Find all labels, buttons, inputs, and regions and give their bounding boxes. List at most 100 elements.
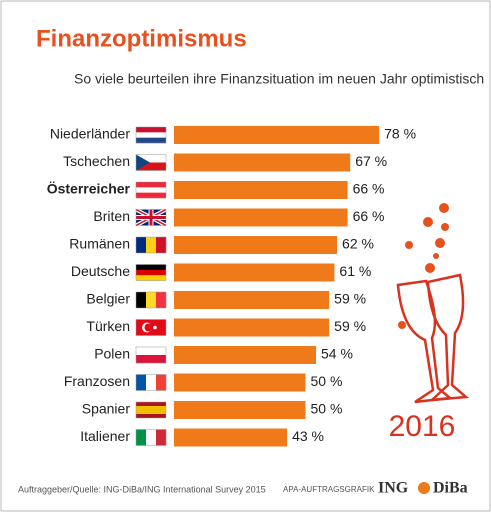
category-label: Österreicher [47, 181, 131, 197]
credit: APA-AUFTRAGSGRAFIK [283, 485, 375, 494]
bar [174, 346, 317, 364]
category-label: Briten [93, 208, 130, 224]
flag [135, 346, 167, 364]
flag-stripe [146, 374, 157, 391]
flag-cross [136, 209, 166, 226]
value-label: 59 % [334, 291, 366, 307]
flag [135, 154, 167, 171]
value-label: 50 % [311, 401, 343, 417]
bar [174, 318, 330, 337]
flag [135, 126, 167, 144]
flag-stripe [156, 292, 167, 308]
flag-stripe [146, 292, 157, 308]
category-label: Tschechen [63, 153, 130, 169]
flag [135, 236, 167, 254]
category-label: Franzosen [64, 373, 130, 389]
value-label: 61 % [339, 263, 371, 279]
flag-triangle [136, 154, 150, 171]
flag-border [135, 236, 167, 254]
bar [174, 208, 348, 227]
flag [135, 207, 167, 228]
flag-border [135, 154, 167, 171]
flag-border [135, 374, 167, 391]
flag-stripe [156, 374, 167, 391]
year-label: 2016 [389, 410, 456, 443]
flag-stripe [156, 237, 167, 253]
flag-stripe [136, 132, 166, 138]
flag-stripe [136, 264, 166, 271]
flag-border [135, 346, 167, 364]
flag-stripe [136, 275, 166, 281]
flag-stripe [136, 182, 166, 188]
category-label: Niederländer [50, 126, 130, 142]
category-label: Belgier [86, 291, 130, 307]
flag-crescent [144, 323, 153, 332]
category-label: Spanier [82, 401, 131, 417]
bar [174, 401, 306, 419]
source: Auftraggeber/Quelle: ING-DiBa/ING Intern… [18, 484, 266, 494]
flag-stripe [136, 162, 166, 171]
flag [135, 319, 167, 336]
flag-border [135, 291, 167, 309]
value-label: 78 % [384, 126, 416, 142]
flag-stripe [136, 374, 147, 391]
flag-star [153, 325, 157, 330]
category-label: Italiener [80, 428, 130, 444]
flag-border [135, 401, 167, 419]
flag-stripe [146, 429, 157, 446]
value-label: 50 % [311, 373, 343, 389]
flag-stripe [136, 429, 147, 446]
flag-stripe [136, 237, 147, 253]
flag-border [135, 209, 167, 226]
bubbles [398, 203, 449, 329]
bar [174, 263, 335, 282]
value-label: 67 % [355, 153, 387, 169]
category-label: Türken [86, 318, 130, 334]
chart-title: Finanzoptimismus [36, 25, 247, 52]
value-label: 43 % [292, 428, 324, 444]
category-label: Deutsche [71, 263, 130, 279]
flag [135, 401, 167, 419]
flag-stripe [136, 127, 166, 133]
flag-border [135, 319, 167, 336]
flag-border [135, 264, 167, 281]
flag-stripe [136, 406, 166, 414]
flag [135, 264, 167, 281]
bar [174, 428, 288, 447]
chart-subtitle: So viele beurteilen ihre Finanzsituation… [74, 71, 484, 87]
flag [135, 291, 167, 309]
bar [174, 373, 306, 392]
flag-stripe [136, 269, 166, 276]
bar [174, 236, 338, 254]
flag-stripe [146, 237, 157, 253]
flag-border [135, 429, 167, 446]
value-label: 54 % [321, 346, 353, 362]
flag-stripe [136, 192, 166, 199]
logo-lion [418, 482, 430, 494]
bar [174, 181, 348, 199]
flag-border [135, 126, 167, 144]
flag-border [135, 181, 167, 199]
logo-ing: ING [378, 480, 409, 497]
bar [174, 153, 351, 172]
flag [135, 429, 167, 446]
value-label: 62 % [342, 236, 374, 252]
flag-stripe [136, 187, 166, 193]
flag-stripe [156, 429, 167, 446]
flag [135, 374, 167, 391]
bar [174, 126, 380, 144]
logo-diba: DiBa [433, 480, 468, 497]
flag-stripe [136, 137, 166, 144]
value-label: 59 % [334, 318, 366, 334]
flag-stripe [136, 292, 147, 308]
value-label: 66 % [353, 208, 385, 224]
champagne-glasses [396, 273, 470, 404]
bar [174, 291, 330, 309]
flag-stripe [136, 355, 166, 364]
flag-stripe [136, 154, 166, 163]
category-label: Rumänen [69, 236, 130, 252]
flag [135, 181, 167, 199]
category-label: Polen [94, 346, 130, 362]
